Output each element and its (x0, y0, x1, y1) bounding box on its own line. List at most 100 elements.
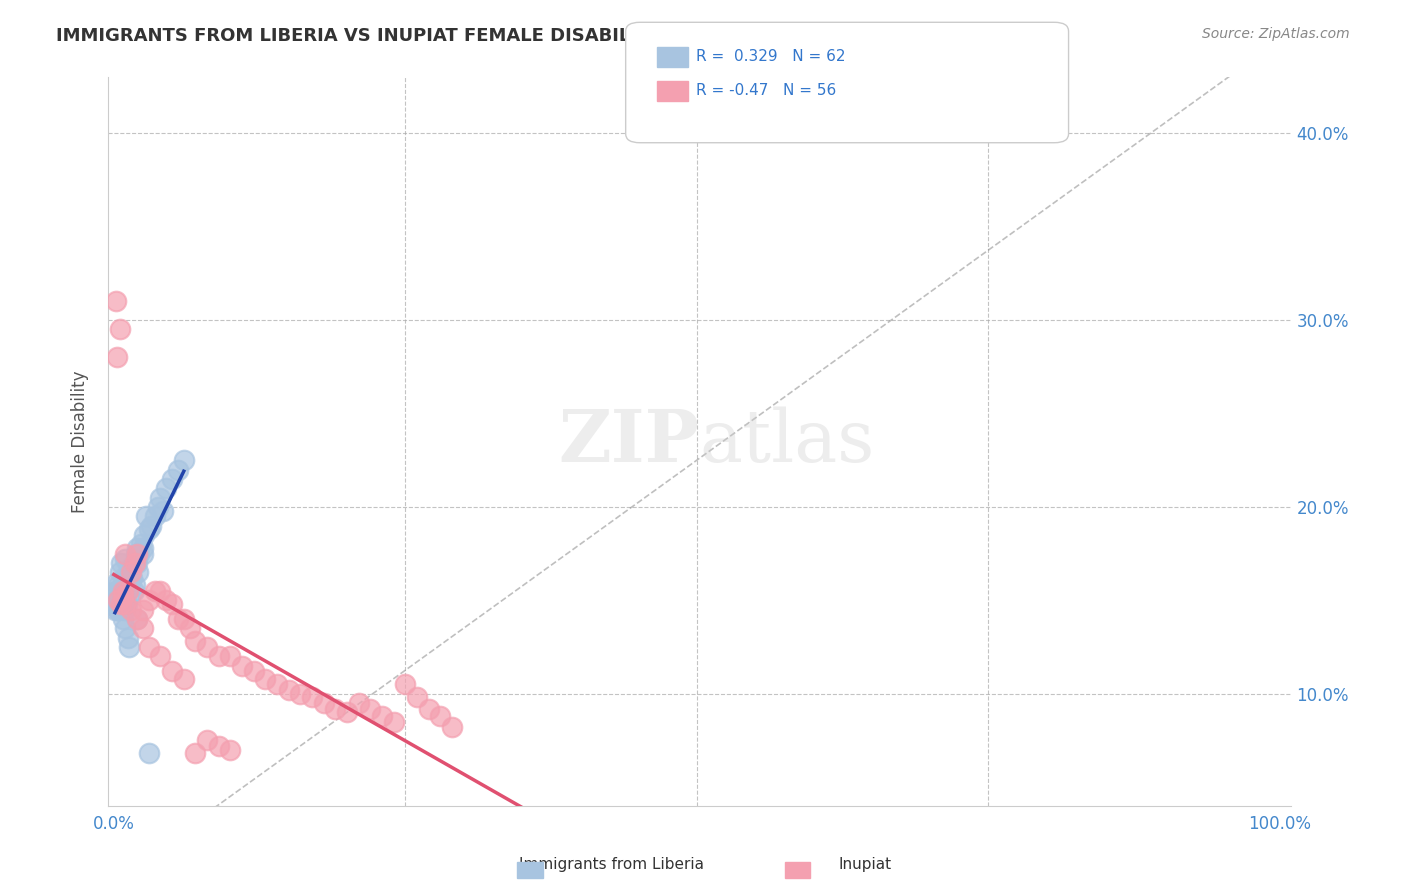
Text: 0.0%: 0.0% (93, 815, 135, 833)
Point (347, 696, 370, 710)
Point (117, 631, 139, 645)
Point (112, 593, 135, 607)
Point (132, 541, 155, 555)
Point (149, 649, 172, 664)
Text: R = -0.47   N = 56: R = -0.47 N = 56 (696, 83, 837, 97)
Point (112, 571, 135, 585)
Point (122, 583, 145, 598)
Point (114, 621, 136, 635)
Point (149, 491, 172, 505)
Point (266, 677, 288, 691)
Point (394, 677, 416, 691)
Point (179, 621, 201, 635)
Point (231, 658, 253, 673)
Point (254, 672, 277, 686)
Point (112, 597, 135, 611)
Point (152, 503, 174, 517)
Point (290, 687, 312, 701)
Point (114, 602, 136, 616)
Point (184, 634, 207, 648)
Point (114, 552, 136, 566)
Text: atlas: atlas (700, 406, 875, 477)
Point (114, 547, 136, 561)
Point (108, 583, 131, 598)
Point (406, 690, 429, 705)
Point (117, 565, 139, 579)
Point (107, 593, 129, 607)
Point (121, 571, 143, 585)
Point (117, 578, 139, 592)
Point (108, 322, 131, 336)
Point (195, 640, 218, 654)
Point (127, 612, 149, 626)
Point (127, 541, 149, 555)
Point (219, 742, 242, 756)
Point (195, 733, 218, 747)
Point (312, 696, 335, 710)
Point (167, 612, 190, 626)
Point (108, 593, 131, 607)
Point (173, 672, 195, 686)
Point (125, 547, 148, 561)
Point (105, 597, 128, 611)
Point (146, 500, 169, 514)
Point (112, 590, 135, 604)
Point (173, 612, 195, 626)
Point (112, 578, 135, 592)
Point (114, 597, 136, 611)
Point (371, 709, 394, 723)
Point (382, 714, 405, 729)
Point (118, 640, 141, 654)
Point (120, 602, 142, 616)
Point (160, 664, 183, 678)
Point (127, 556, 149, 570)
Point (128, 547, 150, 561)
Point (127, 612, 149, 626)
Text: IMMIGRANTS FROM LIBERIA VS INUPIAT FEMALE DISABILITY CORRELATION CHART: IMMIGRANTS FROM LIBERIA VS INUPIAT FEMAL… (56, 27, 884, 45)
Point (112, 578, 135, 592)
Point (359, 701, 381, 715)
Point (129, 537, 152, 551)
Point (112, 590, 135, 604)
Point (105, 574, 128, 589)
Point (429, 709, 451, 723)
Text: ZIP: ZIP (558, 406, 700, 477)
Point (418, 701, 440, 715)
Point (104, 602, 127, 616)
Point (120, 565, 142, 579)
Point (105, 294, 128, 309)
Point (115, 597, 138, 611)
Point (167, 462, 190, 476)
Point (107, 578, 129, 592)
Point (112, 583, 135, 598)
Point (336, 705, 359, 719)
Point (134, 528, 156, 542)
Point (138, 747, 160, 761)
Point (105, 593, 128, 607)
Point (160, 472, 183, 486)
Point (242, 664, 264, 678)
Point (117, 583, 139, 598)
Point (110, 597, 132, 611)
Point (105, 351, 128, 365)
Point (149, 583, 172, 598)
Text: 100.0%: 100.0% (1249, 815, 1312, 833)
Point (111, 583, 134, 598)
Point (155, 593, 177, 607)
Point (138, 593, 160, 607)
Point (208, 739, 231, 753)
Point (143, 583, 166, 598)
Point (105, 583, 128, 598)
Text: R =  0.329   N = 62: R = 0.329 N = 62 (696, 49, 845, 63)
Point (118, 590, 141, 604)
Point (115, 583, 138, 598)
Point (124, 578, 146, 592)
Y-axis label: Female Disability: Female Disability (72, 370, 89, 513)
Point (155, 481, 177, 495)
Point (108, 565, 131, 579)
Point (110, 590, 132, 604)
Point (160, 597, 183, 611)
Point (132, 621, 155, 635)
Text: Inupiat: Inupiat (838, 857, 891, 872)
Point (105, 583, 128, 598)
